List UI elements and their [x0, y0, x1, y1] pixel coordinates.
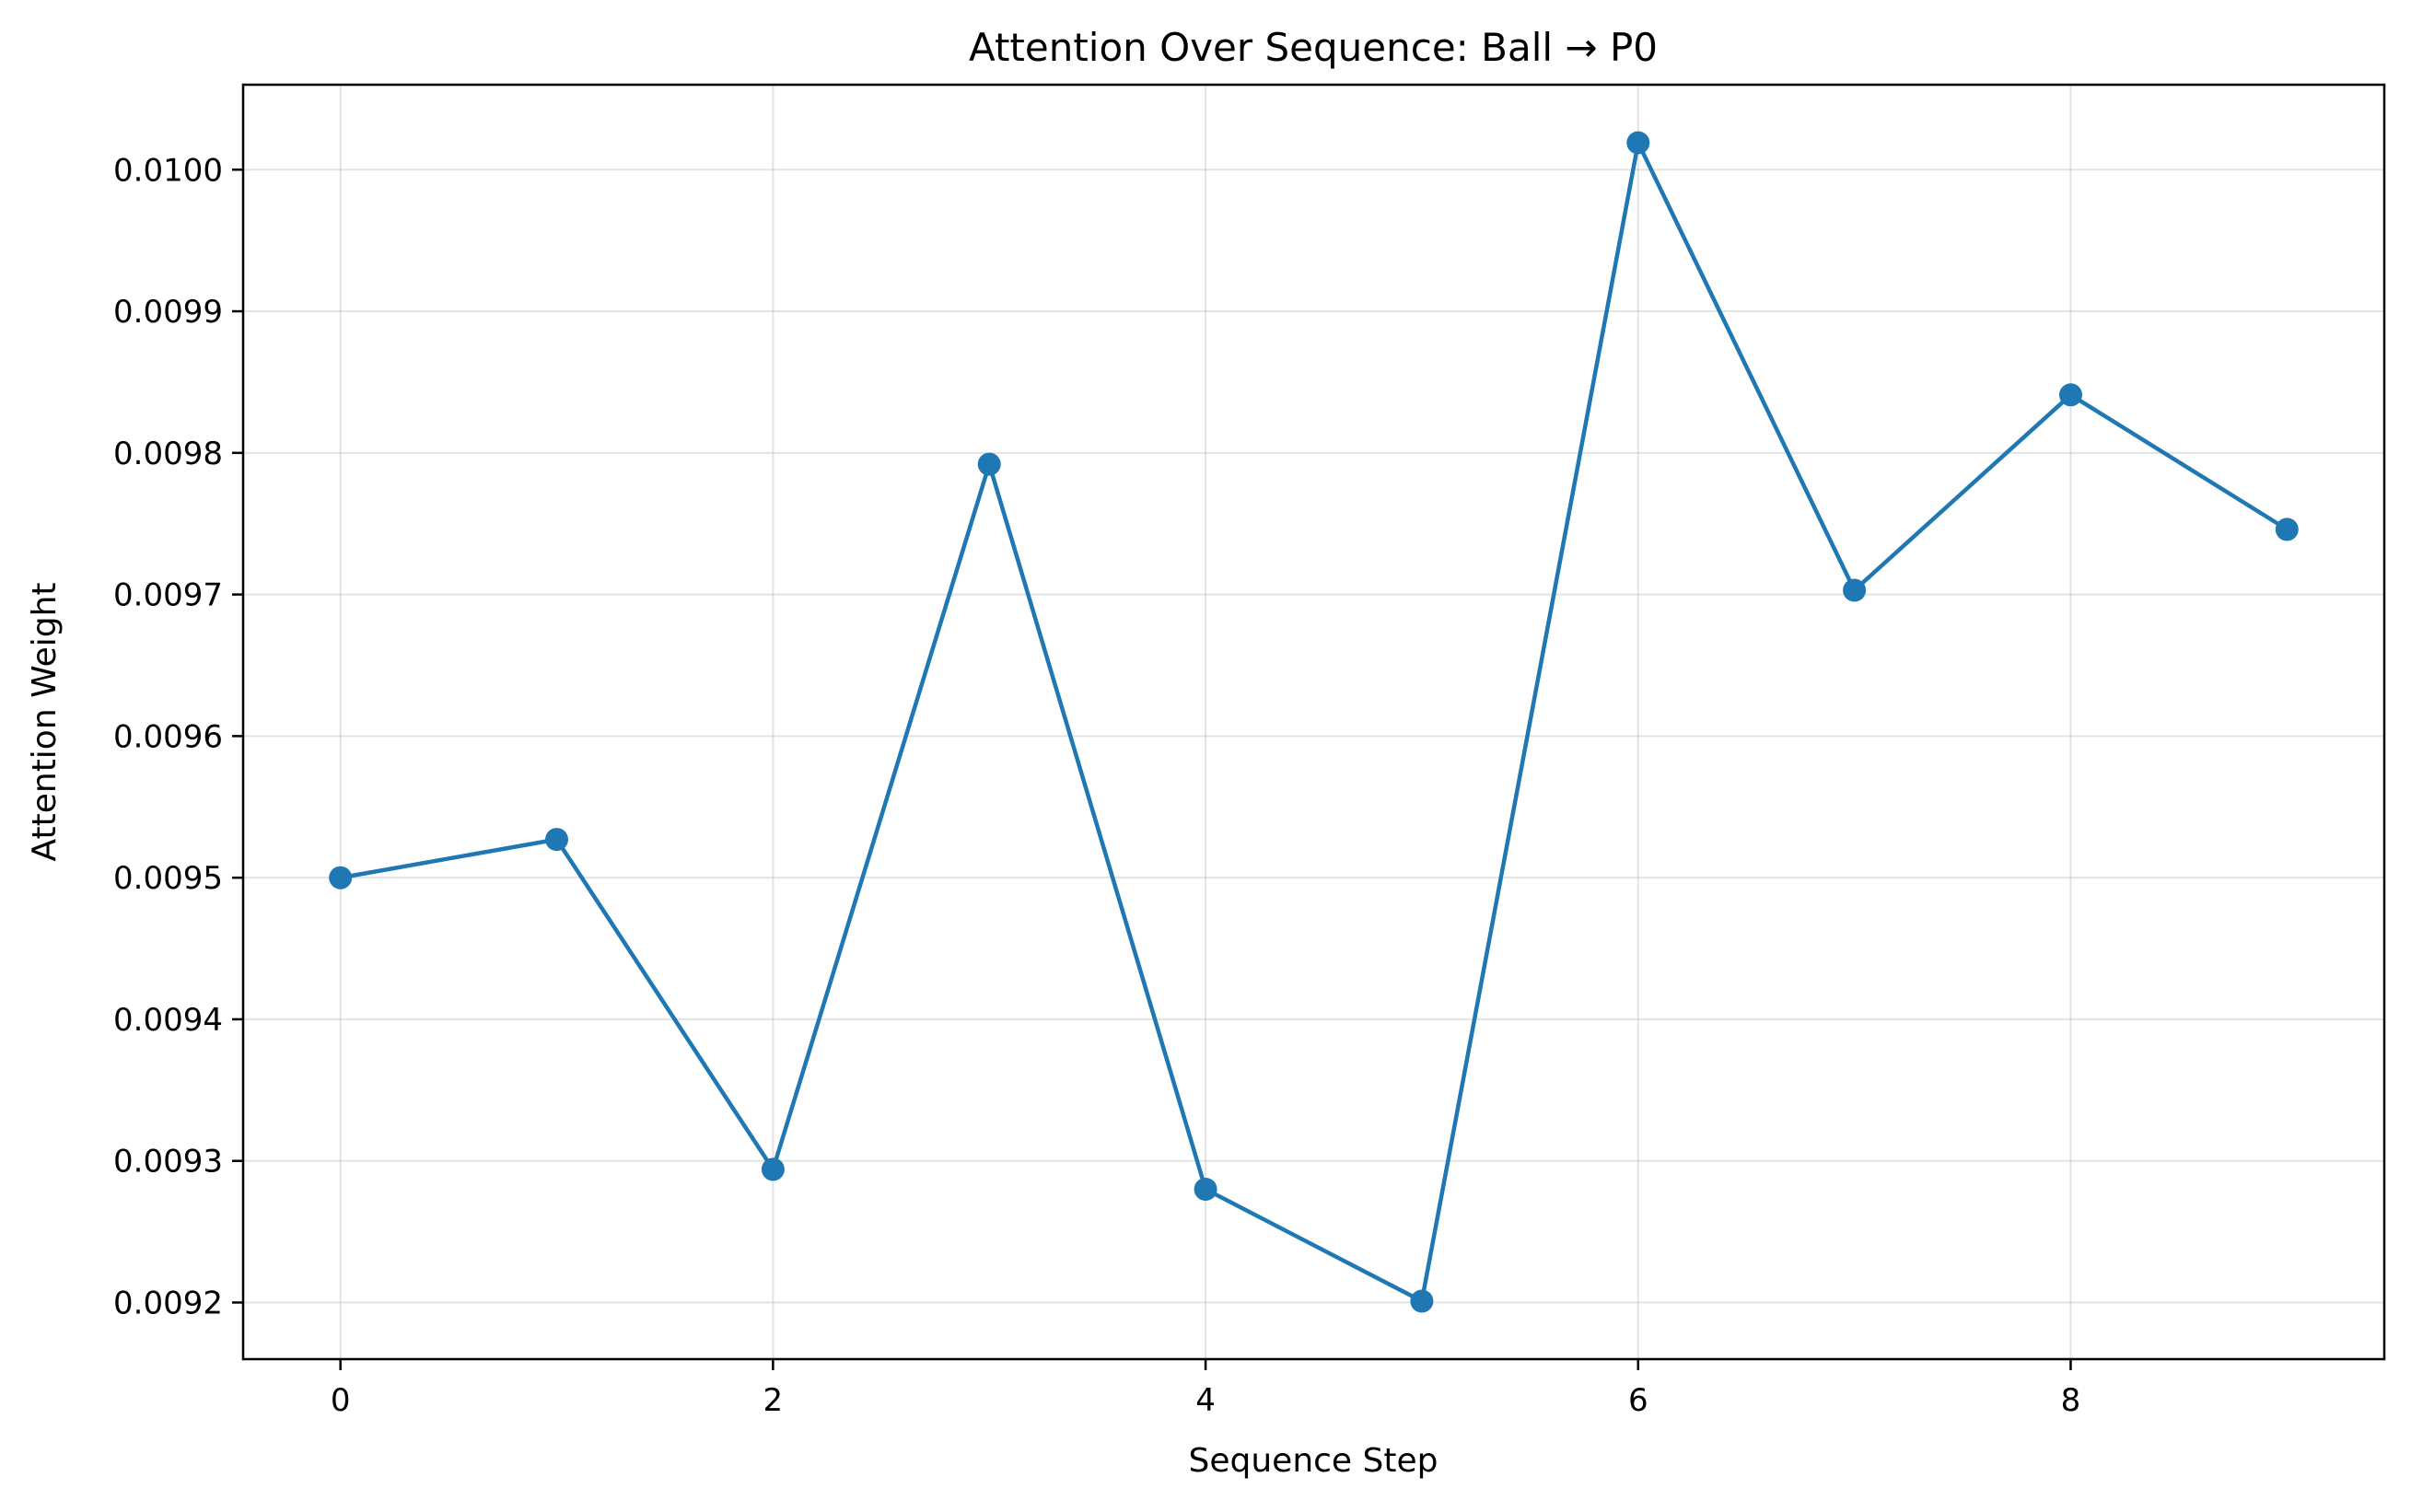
x-tick-label: 0 — [331, 1382, 351, 1419]
data-point-step-7 — [1843, 578, 1867, 602]
x-tick-label: 8 — [2061, 1382, 2081, 1419]
x-tick-label: 4 — [1195, 1382, 1216, 1419]
y-tick-label: 0.0095 — [113, 860, 223, 897]
axis-ticks: 0 2 4 6 8 0.0092 0.0093 0.0094 0.0095 0.0096 0.009… — [113, 152, 2080, 1419]
plot-area-frame — [241, 83, 2386, 1361]
y-tick-label: 0.0094 — [113, 1002, 223, 1039]
x-axis-label: Sequence Step — [1189, 1442, 1438, 1480]
data-point-step-0 — [329, 866, 353, 890]
y-tick-label: 0.0099 — [113, 294, 223, 331]
data-point-step-4 — [1194, 1178, 1217, 1201]
data-point-step-1 — [545, 828, 568, 852]
data-point-step-5 — [1410, 1289, 1434, 1313]
data-point-step-3 — [977, 452, 1001, 476]
grid-lines — [243, 85, 2384, 1359]
data-point-step-2 — [761, 1157, 785, 1181]
y-tick-label: 0.0093 — [113, 1144, 223, 1181]
y-tick-label: 0.0096 — [113, 718, 223, 755]
y-tick-label: 0.0092 — [113, 1285, 223, 1321]
data-point-step-8 — [2059, 383, 2082, 407]
series-line — [338, 140, 2289, 1304]
y-tick-label: 0.0097 — [113, 577, 223, 614]
y-axis-label: Attention Weight — [26, 582, 64, 861]
chart-title: Attention Over Sequence: Ball → P0 — [969, 25, 1658, 70]
x-tick-label: 6 — [1628, 1382, 1648, 1419]
series-layer — [329, 131, 2299, 1313]
data-point-step-6 — [1626, 131, 1650, 155]
x-tick-label: 2 — [763, 1382, 784, 1419]
data-point-step-9 — [2275, 518, 2299, 541]
y-tick-label: 0.0098 — [113, 436, 223, 472]
y-tick-label: 0.0100 — [113, 152, 223, 189]
